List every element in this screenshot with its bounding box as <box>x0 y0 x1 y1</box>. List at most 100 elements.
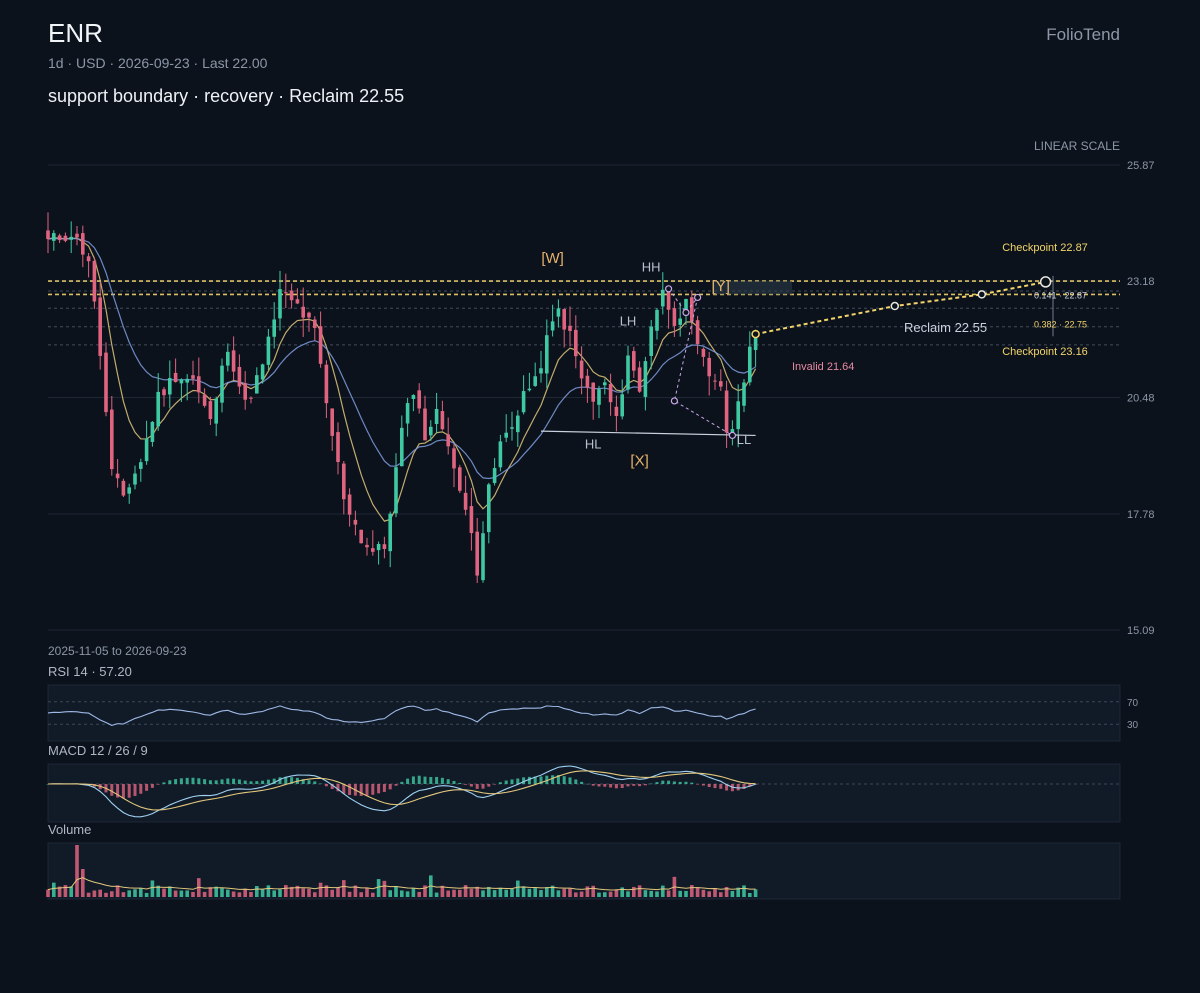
candle-body <box>98 297 102 356</box>
candle-body <box>69 236 73 240</box>
pattern-node[interactable] <box>728 431 737 440</box>
pattern-node[interactable] <box>664 285 673 293</box>
macd-hist-bar <box>684 781 688 784</box>
volume-bar <box>255 886 259 897</box>
candle-body <box>394 467 398 514</box>
macd-hist-bar <box>249 781 253 784</box>
macd-hist-bar <box>562 776 566 784</box>
macd-hist-bar <box>278 777 282 784</box>
candle-body <box>400 427 404 467</box>
macd-hist-bar <box>208 780 212 784</box>
candle-body <box>434 408 439 425</box>
candle-body <box>440 411 445 430</box>
macd-hist-bar <box>400 781 404 784</box>
volume-bar <box>516 880 520 897</box>
macd-hist-bar <box>150 784 154 788</box>
volume-bar <box>156 885 160 897</box>
candle-body <box>150 421 155 442</box>
projection-node[interactable] <box>751 329 760 339</box>
candle-body <box>719 381 723 387</box>
candle-body <box>585 375 590 388</box>
candle-body <box>469 506 474 534</box>
candle-body <box>579 360 584 379</box>
pattern-node[interactable] <box>682 308 690 317</box>
brand-logo[interactable]: FolioTend <box>1046 25 1120 44</box>
candle-body <box>481 533 485 581</box>
macd-hist-bar <box>388 784 392 790</box>
macd-hist-bar <box>139 784 143 794</box>
macd-hist-bar <box>324 784 328 787</box>
macd-hist-bar <box>435 776 439 784</box>
macd-hist-bar <box>678 781 682 784</box>
volume-bar <box>243 888 247 897</box>
macd-hist-bar <box>371 784 375 795</box>
candle-body <box>492 468 497 484</box>
volume-bar <box>260 889 265 897</box>
macd-hist-bar <box>487 784 491 787</box>
candle-body <box>487 484 491 533</box>
macd-hist-bar <box>261 780 265 784</box>
candle-body <box>278 289 282 319</box>
volume-bar <box>75 845 79 897</box>
volume-bar <box>556 890 561 897</box>
macd-hist-bar <box>133 784 137 796</box>
macd-hist-bar <box>469 784 473 787</box>
candle-body <box>144 438 149 462</box>
candle-body <box>661 289 665 307</box>
volume-bar <box>289 886 294 897</box>
volume-bar <box>173 890 178 897</box>
candle-body <box>139 462 143 469</box>
projection-node[interactable] <box>1039 276 1052 288</box>
projection-node[interactable] <box>977 290 987 299</box>
volume-bar <box>684 890 688 897</box>
macd-hist-bar <box>406 778 410 784</box>
volume-bar <box>179 890 184 897</box>
macd-hist-bar <box>545 775 549 784</box>
support-boundary-line <box>540 430 756 437</box>
volume-bar <box>661 885 665 897</box>
volume-title: Volume <box>48 822 91 837</box>
pattern-path <box>668 288 733 436</box>
volume-bar <box>57 886 62 897</box>
candle-body <box>371 548 375 552</box>
candle-body <box>353 519 358 525</box>
candle-body <box>336 432 340 462</box>
candle-body <box>498 441 503 468</box>
volume-bar <box>585 886 590 897</box>
volume-bar <box>185 890 189 897</box>
volume-bar <box>545 887 549 897</box>
volume-bar <box>69 886 73 897</box>
candle-body <box>504 432 508 438</box>
volume-bar <box>266 885 271 897</box>
macd-hist-bar <box>116 784 120 798</box>
candle-body <box>556 308 561 317</box>
volume-bar <box>394 885 398 897</box>
candle-body <box>168 378 172 395</box>
candle-body <box>562 309 566 330</box>
macd-hist-bar <box>365 784 369 796</box>
macd-hist-bar <box>446 779 450 784</box>
macd-hist-bar <box>626 784 630 787</box>
volume-bar <box>110 891 114 897</box>
candle-body <box>226 351 230 366</box>
candle-body <box>591 382 595 402</box>
volume-bar <box>324 885 329 897</box>
wave-label: [W] <box>541 250 564 267</box>
volume-bar <box>405 891 410 897</box>
pattern-node[interactable] <box>693 293 702 302</box>
macd-hist-bar <box>452 780 456 784</box>
macd-hist-bar <box>696 784 700 785</box>
projection-node[interactable] <box>890 301 900 311</box>
macd-hist-bar <box>359 784 363 796</box>
macd-hist-bar <box>319 783 323 785</box>
volume-bar <box>127 890 131 897</box>
candle-body <box>284 292 288 294</box>
volume-bar <box>365 887 369 897</box>
macd-hist-bar <box>440 777 444 784</box>
pattern-node[interactable] <box>670 397 679 405</box>
candle-body <box>243 383 247 400</box>
candle-body <box>527 388 532 391</box>
volume-bar <box>63 885 68 897</box>
volume-bar <box>742 885 746 897</box>
